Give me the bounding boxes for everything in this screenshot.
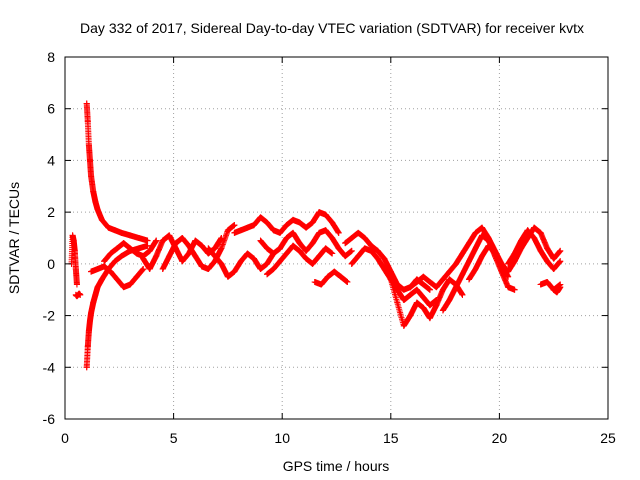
series-marker-trail <box>263 242 336 278</box>
series-track-a <box>68 232 80 288</box>
series-marker-trail <box>83 100 151 244</box>
series-pass-18 <box>550 284 564 296</box>
series-pass-12 <box>387 276 466 329</box>
series-marker-trail <box>205 245 277 280</box>
y-tick-label: 6 <box>47 101 55 117</box>
y-tick-label: 2 <box>47 204 55 220</box>
y-tick-label: 8 <box>47 49 55 65</box>
series-pass-16 <box>505 227 564 273</box>
series-marker-trail <box>505 227 564 273</box>
series-pass-2 <box>101 237 160 265</box>
series-pass-1 <box>88 263 147 291</box>
x-axis-label: GPS time / hours <box>283 458 390 474</box>
x-tick-label: 20 <box>492 430 508 446</box>
y-tick-label: 0 <box>47 256 55 272</box>
series-pass-9 <box>311 268 351 288</box>
series-marker-trail <box>387 276 466 329</box>
y-tick-label: -4 <box>43 359 56 375</box>
x-tick-label: 15 <box>383 430 399 446</box>
series-marker-trail <box>83 242 151 371</box>
series-pass-5 <box>205 245 277 280</box>
y-tick-label: 4 <box>47 152 55 168</box>
series-marker-trail <box>101 237 160 265</box>
series-pass-3 <box>140 232 225 273</box>
series-pass-7 <box>257 227 355 260</box>
chart-title: Day 332 of 2017, Sidereal Day-to-day VTE… <box>80 20 584 36</box>
series-marker-trail <box>72 290 84 300</box>
series-marker-trail <box>159 222 238 273</box>
series-pass-15 <box>465 224 564 283</box>
x-axis-ticks: 0 5 10 15 20 25 <box>61 57 616 446</box>
x-tick-label: 25 <box>600 430 616 446</box>
series-pass-8 <box>263 242 336 278</box>
series-pass-4 <box>159 222 238 273</box>
data-points <box>68 100 564 371</box>
series-marker-trail <box>68 232 80 288</box>
y-tick-label: -6 <box>43 411 56 427</box>
series-marker-trail <box>550 284 564 296</box>
series-marker-trail <box>231 209 342 236</box>
series-marker-trail <box>257 227 355 260</box>
series-pass-6 <box>231 209 342 236</box>
x-tick-label: 0 <box>61 430 69 446</box>
y-axis-ticks: -6 -4 -2 0 2 4 6 8 <box>43 49 608 427</box>
y-tick-label: -2 <box>43 308 56 324</box>
series-rise-lower <box>83 242 151 371</box>
x-tick-label: 5 <box>170 430 178 446</box>
x-tick-label: 10 <box>274 430 290 446</box>
series-marker-trail <box>348 245 440 309</box>
y-axis-label: SDTVAR / TECUs <box>6 182 22 294</box>
series-marker-trail <box>88 263 147 291</box>
grid-lines <box>65 57 608 419</box>
series-decay-upper <box>83 100 151 244</box>
series-marker-trail <box>311 268 351 288</box>
plot-frame <box>64 56 609 420</box>
series-pass-14 <box>439 232 518 314</box>
series-marker-trail <box>140 232 225 273</box>
series-track-b <box>72 290 84 300</box>
